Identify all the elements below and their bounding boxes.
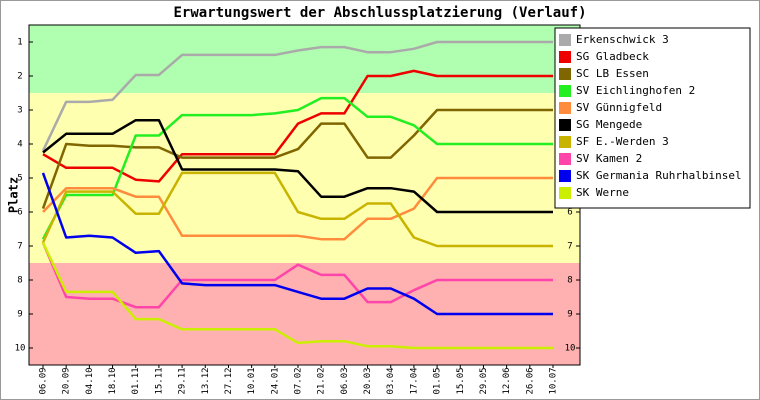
y2-tick-label: 10 [565,344,576,354]
band [29,25,580,93]
x-tick-label: 20.09 [62,367,72,394]
x-tick-label: 01.11 [131,367,141,394]
x-tick-label: 06.03 [340,367,350,394]
x-tick-label: 17.04 [409,367,419,394]
y-tick-label: 8 [17,276,22,286]
x-tick-label: 04.10 [85,367,95,394]
y-tick-label: 9 [17,310,22,320]
series-line [41,242,553,350]
x-tick-label: 21.02 [317,367,327,394]
legend-label: SV Kamen 2 [576,152,642,165]
y2-tick-label: 8 [567,276,572,286]
y-axis-label: Platz [7,177,21,213]
legend-label: Erkenschwick 3 [576,33,669,46]
legend-swatch [559,119,571,131]
y-tick-label: 2 [17,72,22,82]
y-tick-label: 3 [17,106,22,116]
y2-tick-label: 9 [567,310,572,320]
x-tick-label: 03.04 [386,367,396,394]
series-line [41,172,553,316]
series-line [41,108,553,210]
legend-label: SV Günnigfeld [576,101,662,114]
legend-box [554,27,751,209]
x-tick-label: 10.01 [247,367,257,394]
y-tick-label: 1 [17,38,22,48]
chart-title: Erwartungswert der Abschlussplatzierung … [173,5,586,21]
x-tick-label: 10.07 [549,367,559,394]
legend-swatch [559,68,571,80]
series-line [41,96,553,240]
legend-swatch [559,51,571,63]
legend-label: SG Mengede [576,118,642,131]
legend-swatch [559,153,571,165]
y2-tick-label: 7 [567,242,572,252]
legend-label: SK Germania Ruhrhalbinsel [576,169,742,182]
series-line [42,118,553,214]
x-tick-label: 12.06 [502,367,512,394]
x-tick-label: 15.05 [456,367,466,394]
y-tick-label: 6 [17,208,22,218]
x-tick-label: 01.05 [433,367,443,394]
x-tick-label: 29.11 [178,367,188,394]
x-tick-label: 06.09 [39,367,49,394]
legend-swatch [559,187,571,199]
series-line [42,176,553,241]
x-tick-label: 26.06 [525,367,535,394]
legend-swatch [559,170,571,182]
y2-tick-label: 6 [567,208,572,218]
legend-swatch [559,85,571,97]
series-line [41,242,553,309]
series-line [41,40,553,152]
x-tick-label: 15.11 [154,367,164,394]
x-tick-label: 20.03 [363,367,373,394]
legend-label: SG Gladbeck [576,50,649,63]
x-tick-label: 24.01 [270,367,280,394]
series-line [42,69,553,183]
y-tick-label: 5 [17,174,22,184]
series-line [41,171,553,248]
x-tick-label: 27.12 [224,367,234,394]
legend-label: SV Eichlinghofen 2 [576,84,695,97]
x-tick-label: 29.05 [479,367,489,394]
x-tick-label: 13.12 [201,367,211,394]
legend-label: SC LB Essen [576,67,649,80]
x-tick-label: 18.10 [108,367,118,394]
legend-swatch [559,136,571,148]
y-tick-label: 7 [17,242,22,252]
legend-swatch [559,34,571,46]
y-tick-label: 10 [15,344,26,354]
legend-label: SF E.-Werden 3 [576,135,669,148]
legend-swatch [559,102,571,114]
y-tick-label: 4 [17,140,22,150]
legend-label: SK Werne [576,186,629,199]
x-tick-label: 07.02 [294,367,304,394]
